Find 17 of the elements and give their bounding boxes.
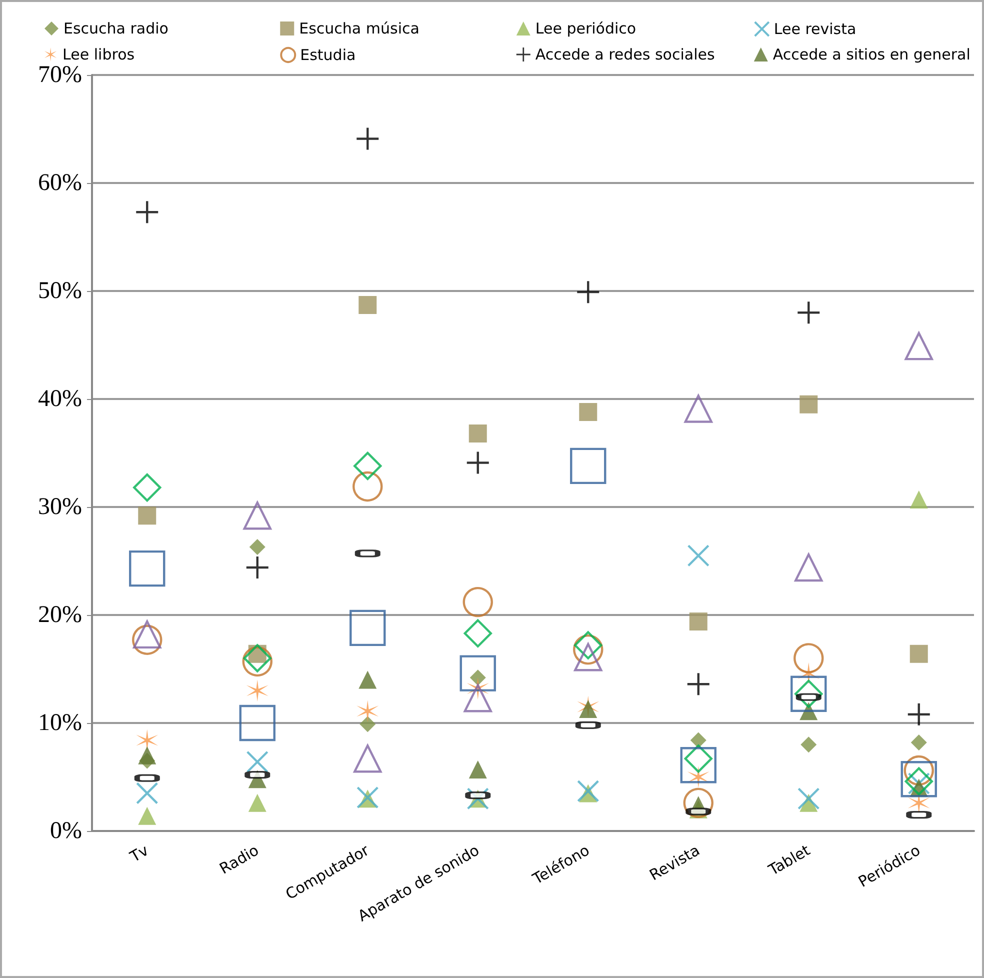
legend-label: Accede a redes sociales bbox=[535, 46, 715, 64]
legend-label: Lee revista bbox=[774, 20, 856, 38]
y-tick-label: 60% bbox=[38, 170, 82, 196]
y-tick-label: 50% bbox=[38, 278, 82, 304]
y-tick-label: 0% bbox=[50, 818, 82, 844]
legend-label: Estudia bbox=[300, 46, 356, 64]
legend-label: Lee libros bbox=[62, 46, 135, 64]
y-tick-label: 40% bbox=[38, 386, 82, 412]
y-tick-label: 30% bbox=[38, 494, 82, 520]
y-tick-label: 70% bbox=[38, 62, 82, 88]
legend-label: Escucha música bbox=[299, 20, 420, 38]
legend-label: Lee periódico bbox=[535, 20, 636, 38]
legend-label: Escucha radio bbox=[64, 20, 168, 38]
x-tick-label: Tv bbox=[126, 841, 152, 866]
y-tick-label: 10% bbox=[38, 710, 82, 736]
y-tick-label: 20% bbox=[38, 602, 82, 628]
legend-label: Accede a sitios en general bbox=[772, 46, 970, 64]
